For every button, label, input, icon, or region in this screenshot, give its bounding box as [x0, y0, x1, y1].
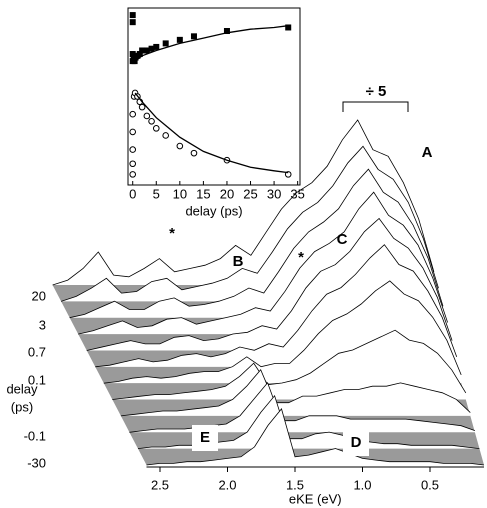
- fit-line: [134, 92, 289, 174]
- annotation: E: [200, 429, 210, 446]
- delay-tick-label: 20: [32, 288, 46, 303]
- label-box: [343, 430, 369, 456]
- trace-fill: [137, 395, 480, 449]
- x-tick-label: 1.0: [353, 477, 371, 492]
- inset-frame: [127, 7, 301, 186]
- point: [129, 12, 136, 19]
- annotation: D: [351, 434, 362, 451]
- annotation: A: [422, 144, 433, 161]
- delay-tick-label: -30: [27, 455, 46, 470]
- x-axis-label: eKE (eV): [289, 491, 342, 506]
- trace: [78, 191, 448, 335]
- trace-fill: [112, 330, 466, 400]
- annotation: *: [169, 225, 175, 242]
- trace: [146, 408, 485, 466]
- point: [143, 112, 151, 120]
- x-tick-label: 2.5: [151, 477, 169, 492]
- point: [190, 33, 197, 40]
- point: [143, 47, 150, 54]
- trace-fill: [129, 382, 475, 433]
- point: [285, 24, 292, 31]
- point: [148, 45, 155, 52]
- annotation: *: [298, 249, 304, 266]
- point: [162, 132, 169, 139]
- x-tick-label: 20: [220, 186, 234, 201]
- annotation: ÷ 5: [366, 83, 387, 100]
- trace: [95, 244, 458, 368]
- point: [129, 51, 136, 58]
- delay-tick-label: 0.7: [28, 344, 46, 359]
- trace-fill: [120, 369, 471, 416]
- x-tick-label: 5: [153, 186, 160, 201]
- x-axis-label: delay (ps): [185, 203, 242, 218]
- point: [129, 146, 137, 153]
- point: [148, 117, 155, 125]
- scale-bracket: [342, 101, 409, 112]
- trace: [120, 368, 471, 417]
- trace: [112, 329, 467, 400]
- trace: [86, 217, 453, 351]
- x-tick-label: 0.5: [421, 477, 439, 492]
- annotation: C: [337, 231, 348, 248]
- trace: [69, 168, 444, 319]
- point: [129, 128, 137, 136]
- point: [223, 28, 230, 35]
- point: [153, 43, 160, 50]
- x-tick-label: 10: [173, 186, 187, 201]
- trace: [52, 119, 435, 286]
- point: [129, 110, 137, 118]
- delay-tick-label: 3: [39, 317, 46, 332]
- delay-axis-label: delay: [6, 381, 38, 396]
- point: [176, 36, 183, 43]
- point: [129, 19, 136, 26]
- annotation: B: [233, 253, 244, 270]
- point: [131, 58, 138, 65]
- point: [139, 47, 146, 54]
- delay-axis-label: (ps): [11, 399, 33, 414]
- x-tick-label: 15: [196, 186, 210, 201]
- delay-tick-label: 0.1: [28, 372, 46, 387]
- trace: [60, 145, 439, 302]
- x-tick-label: 1.5: [286, 477, 304, 492]
- point: [136, 51, 143, 58]
- trace: [129, 382, 476, 433]
- point: [129, 171, 137, 178]
- point: [176, 142, 184, 150]
- x-tick-label: 2.0: [218, 477, 236, 492]
- point: [138, 103, 146, 111]
- delay-tick-label: -0.1: [24, 428, 46, 443]
- trace: [103, 280, 462, 384]
- point: [152, 125, 160, 132]
- point: [162, 40, 169, 47]
- fit-line: [134, 25, 289, 62]
- x-tick-label: 35: [290, 186, 304, 201]
- x-tick-label: 25: [243, 186, 257, 201]
- x-tick-label: 30: [267, 186, 281, 201]
- point: [190, 149, 198, 157]
- point: [129, 160, 137, 168]
- x-tick-label: 0: [129, 186, 136, 201]
- label-box: [192, 425, 218, 451]
